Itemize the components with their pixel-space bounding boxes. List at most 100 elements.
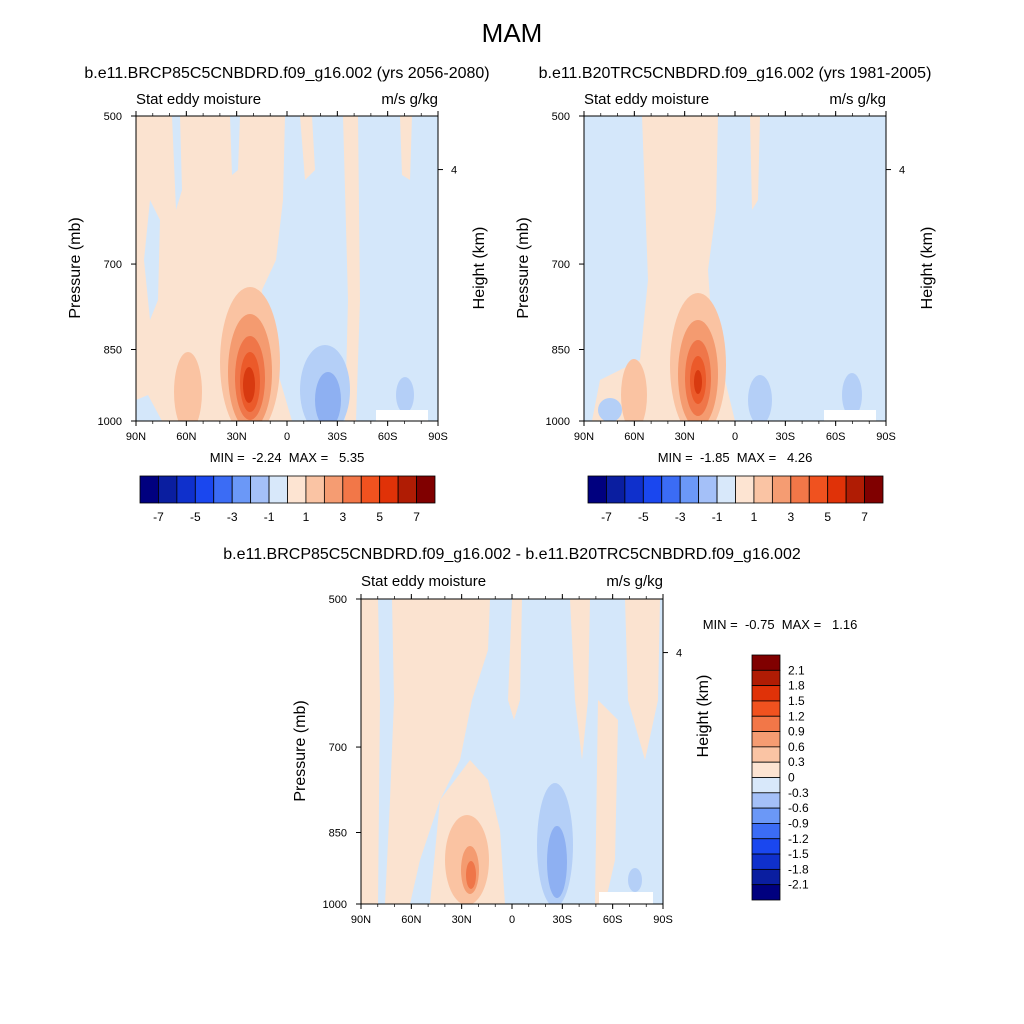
panel-3-ytick-label: 1000 [323,899,347,911]
panel-2-colorbar-box [845,475,865,504]
panel-2-stats: MIN = -1.85 MAX = 4.26 [658,450,813,465]
panel-1-units-label: m/s g/kg [381,91,438,108]
panel-3-colorbar-box [751,853,781,870]
panel-1-colorbar-box [416,475,436,504]
panel-2-xtick-label: 0 [732,431,738,443]
panel-3-colorbar-box [751,777,781,794]
panel-3-xtick-label: 30N [452,914,472,926]
panel-1-xtick-label: 90S [428,431,448,443]
panel-1-colorbar-box [379,475,399,504]
panel-2-colorbar-box [587,475,607,504]
panel-1-colorbar-box [139,475,159,504]
panel-2-colorbar-label: -3 [675,510,686,524]
panel-1-variable-label: Stat eddy moisture [136,91,261,108]
panel-2-colorbar-label: 5 [824,510,831,524]
panel-1-colorbar-box [158,475,178,504]
panel-3-colorbar-label: -2.1 [788,878,809,892]
panel-2-y2tick-label: 4 [899,165,905,177]
panel-2-ytick-label: 700 [552,259,570,271]
panel-3-units-label: m/s g/kg [606,573,663,590]
panel-2-colorbar-label: -1 [712,510,723,524]
panel-3-colorbar: 2.11.81.51.20.90.60.30-0.3-0.6-0.9-1.2-1… [751,654,809,901]
panel-3-colorbar-box [751,669,781,687]
panel-1-colorbar-box [176,475,196,504]
panel-1-colorbar-label: 3 [339,510,346,524]
panel-1-xtick-label: 0 [284,431,290,443]
panel-3-y2tick-label: 4 [676,648,682,660]
panel-2-colorbar-box [808,475,829,504]
panel-3-colorbar-label: 0 [788,771,795,785]
panel-2: b.e11.B20TRC5CNBDRD.f09_g16.002 (yrs 198… [515,65,936,524]
panel-1-ylabel-right: Height (km) [471,227,488,310]
panel-3-colorbar-label: 2.1 [788,663,805,677]
panel-3-xtick-label: 60S [603,914,623,926]
panel-2-colorbar-box [864,475,884,504]
panel-3: b.e11.BRCP85C5CNBDRD.f09_g16.002 - b.e11… [223,546,857,926]
panel-1-colorbar-box [250,475,270,504]
panel-2-colorbar-box [753,475,773,504]
panel-1-colorbar-box [213,475,233,504]
panel-2-xtick-label: 60S [826,431,846,443]
panel-1-colorbar-box [397,475,417,504]
panel-2-ytick-label: 1000 [546,416,570,428]
panel-1-colorbar-box [323,475,344,504]
panel-2-colorbar-label: -7 [601,510,612,524]
panel-3-colorbar-label: -0.3 [788,786,809,800]
panel-1-colorbar-box [360,475,381,504]
panel-1-ytick-label: 500 [104,111,122,123]
panel-1-stats: MIN = -2.24 MAX = 5.35 [210,450,365,465]
panel-1-colorbar-label: 5 [376,510,383,524]
panel-1-xtick-label: 60S [378,431,398,443]
panel-3-colorbar-box [751,761,781,778]
panel-1-colorbar: -7 -5 -3 -1 1 3 5 7 [139,475,436,524]
panel-2-colorbar-label: 1 [751,510,758,524]
panel-1-ytick-label: 850 [104,344,122,356]
panel-1-y2tick-label: 4 [451,165,457,177]
panel-3-variable-label: Stat eddy moisture [361,573,486,590]
panel-2-units-label: m/s g/kg [829,91,886,108]
panel-2-xtick-label: 30N [675,431,695,443]
panel-1-colorbar-box [287,475,307,504]
panel-3-ylabel-right: Height (km) [695,675,712,758]
panel-2-axes: 90N 60N 30N 0 30S 60S 90S 500 700 850 1000 4 [546,111,905,443]
panel-1-contours [136,116,438,421]
panel-1-colorbar-label: -7 [153,510,164,524]
panel-2-variable-label: Stat eddy moisture [584,91,709,108]
panel-3-colorbar-box [751,838,781,855]
panel-2-colorbar-label: 3 [787,510,794,524]
panel-3-colorbar-box [751,884,781,901]
panel-1-colorbar-label: -3 [227,510,238,524]
panel-3-colorbar-label: 1.2 [788,709,805,723]
panel-3-colorbar-box [751,715,781,732]
panel-3-xtick-label: 0 [509,914,515,926]
panel-1-axes: 90N 60N 30N 0 30S 60S 90S 500 700 850 1000 4 [98,111,457,443]
panel-1-colorbar-box [194,475,215,504]
panel-2-contours [584,116,886,421]
panel-1-title: b.e11.BRCP85C5CNBDRD.f09_g16.002 (yrs 20… [84,65,489,82]
panel-2-ylabel: Pressure (mb) [515,217,532,318]
panel-1-colorbar-label: -1 [264,510,275,524]
panel-3-ytick-label: 500 [329,594,347,606]
panel-3-colorbar-label: -1.5 [788,847,809,861]
panel-2-colorbar-box [679,475,700,504]
panel-1-ytick-label: 1000 [98,416,122,428]
panel-2-colorbar-box [624,475,644,504]
panel-2-colorbar-box [827,475,847,504]
panel-1-xtick-label: 60N [176,431,196,443]
panel-1-ytick-label: 700 [104,259,122,271]
panel-3-colorbar-box [751,746,781,763]
panel-2-colorbar-box [642,475,663,504]
panel-2-colorbar-box [661,475,681,504]
panel-1-colorbar-box [342,475,362,504]
panel-2-ylabel-right: Height (km) [919,227,936,310]
panel-2-colorbar-box [716,475,736,504]
panel-2-colorbar-box [790,475,810,504]
panel-3-colorbar-label: 1.8 [788,679,805,693]
panel-1-colorbar-label: 1 [303,510,310,524]
panel-1-ylabel: Pressure (mb) [67,217,84,318]
panel-3-colorbar-label: -0.6 [788,801,809,815]
panel-2-xtick-label: 90S [876,431,896,443]
panel-2-ytick-label: 500 [552,111,570,123]
panel-1: b.e11.BRCP85C5CNBDRD.f09_g16.002 (yrs 20… [67,65,490,524]
panel-3-colorbar-label: -1.8 [788,862,809,876]
